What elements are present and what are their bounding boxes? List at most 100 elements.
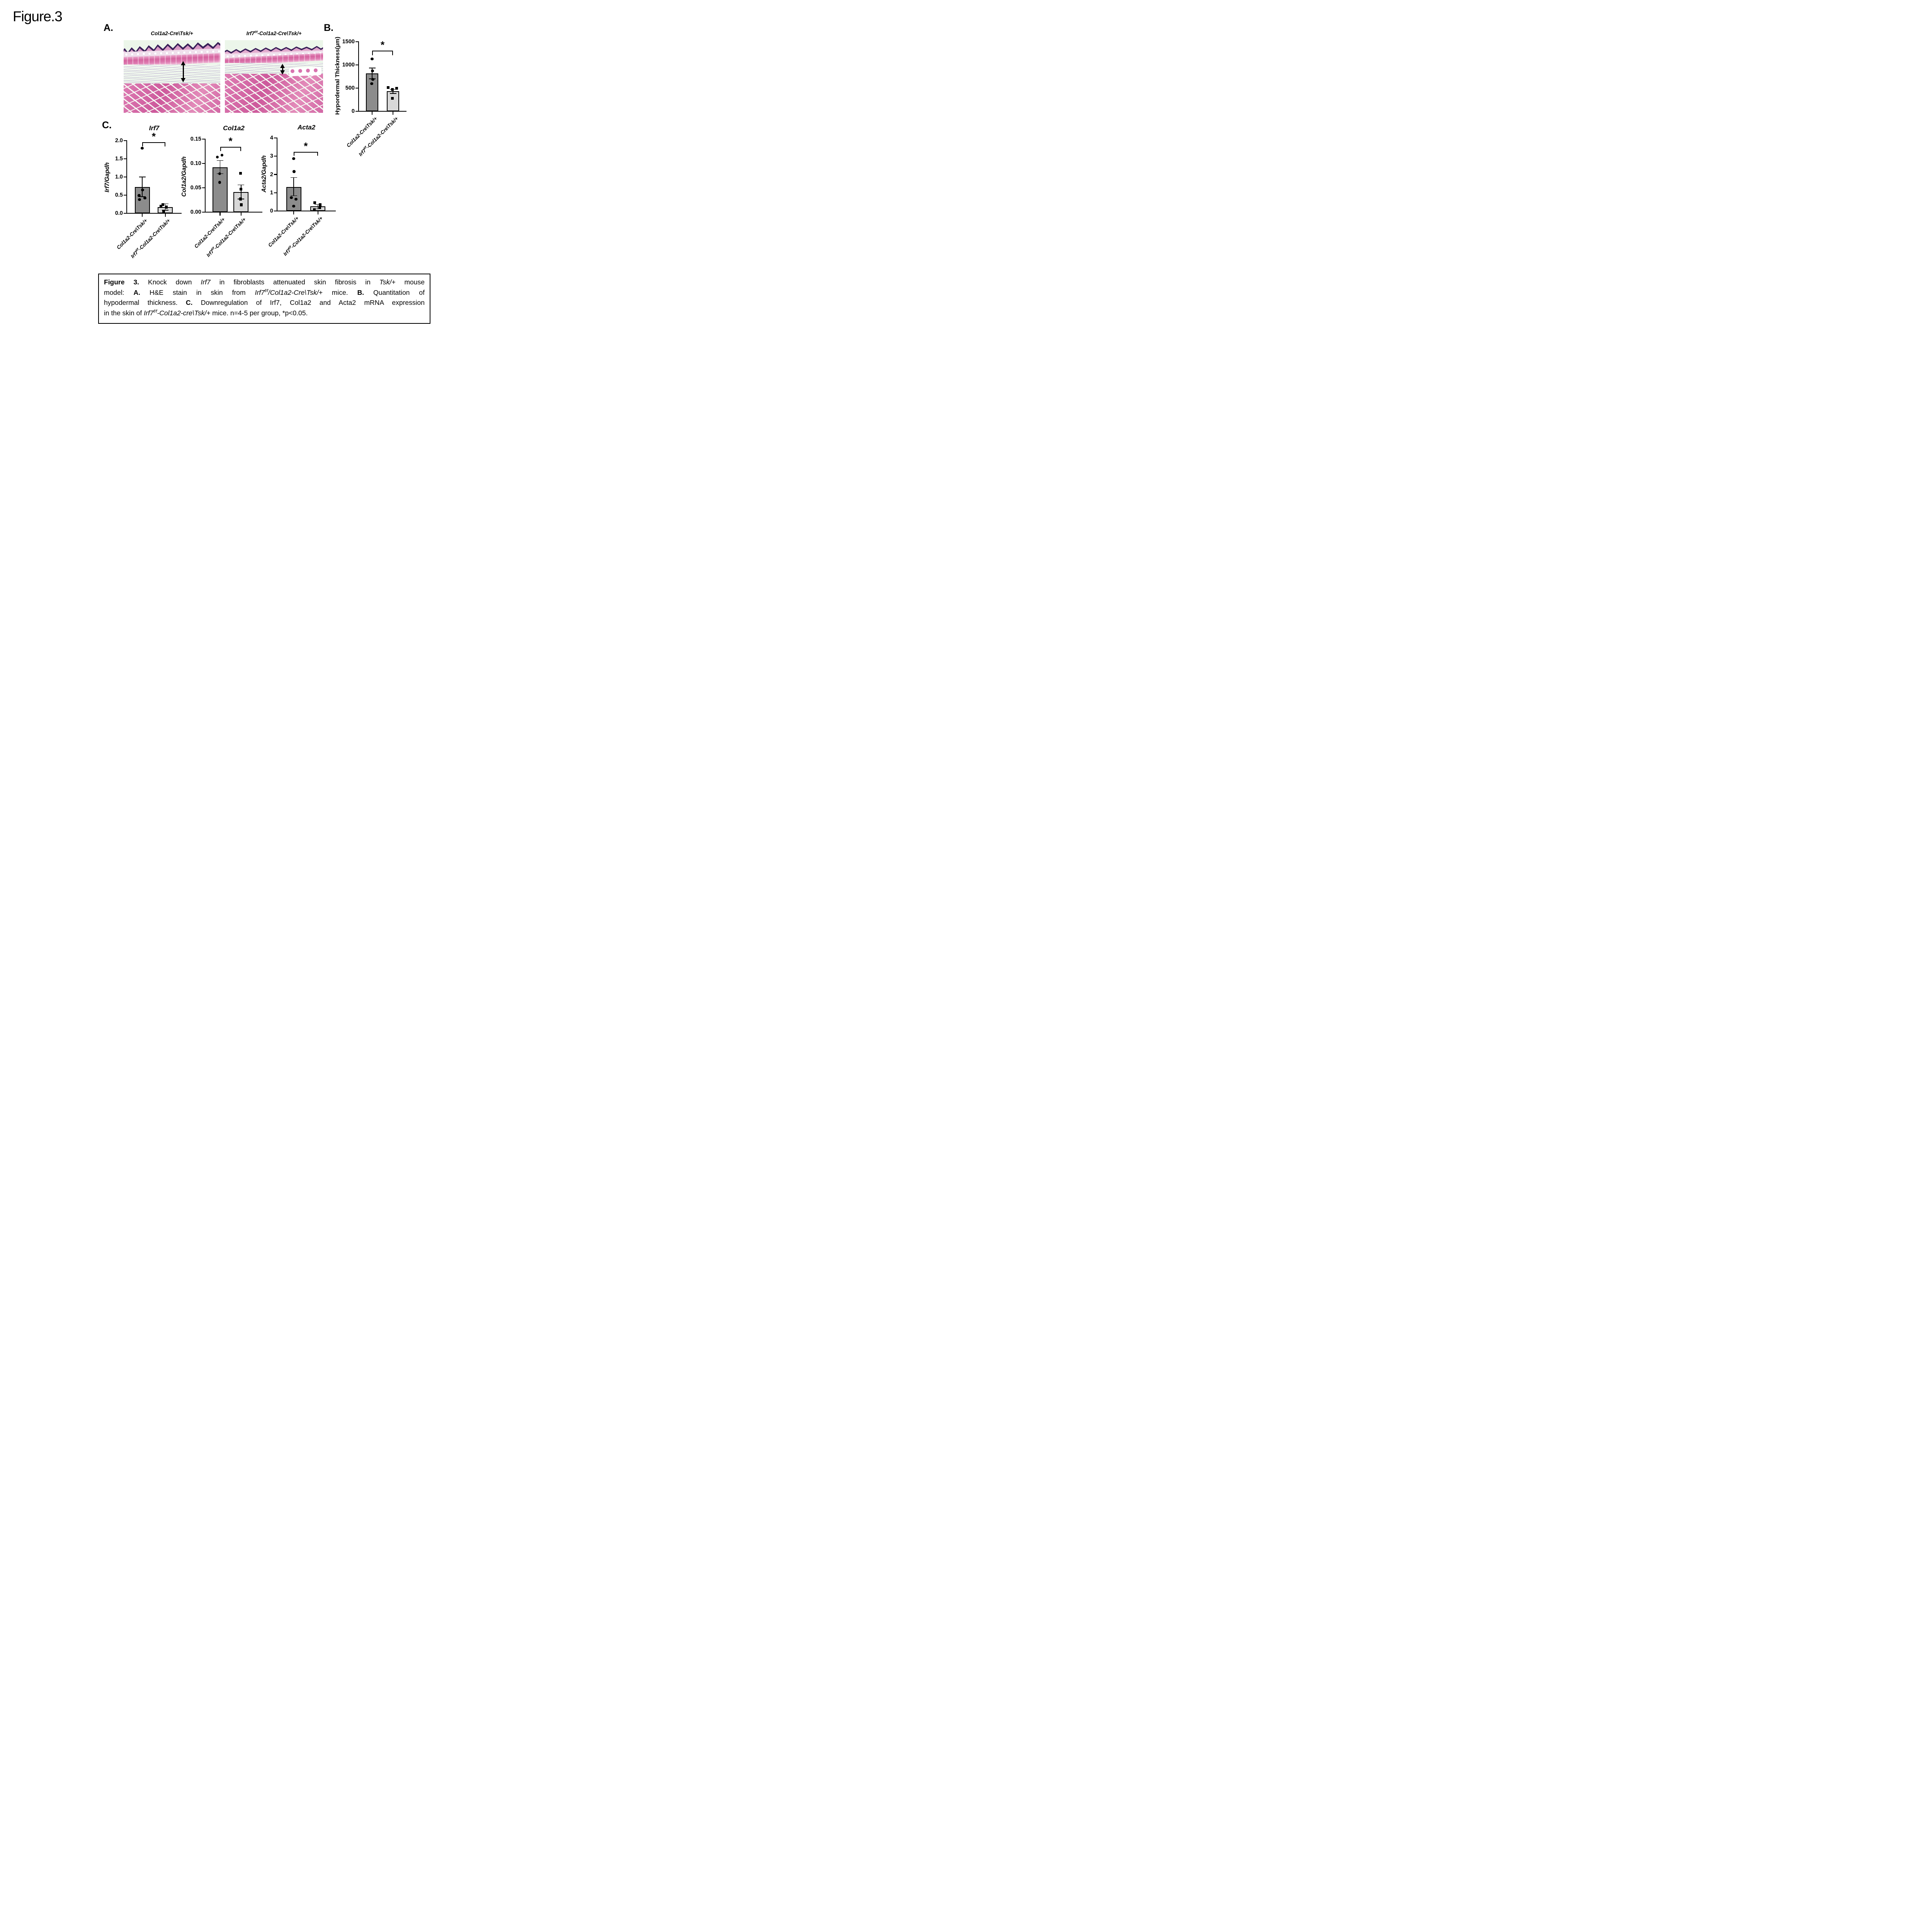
y-tick-label: 1.5: [115, 156, 123, 162]
error-cap-top: [290, 177, 297, 178]
significance-bracket-end: [392, 50, 393, 55]
data-point: [165, 206, 168, 209]
error-cap-bottom: [139, 196, 146, 197]
significance-bracket-end: [220, 146, 221, 151]
data-point: [239, 197, 242, 201]
data-point: [318, 203, 322, 206]
y-tick-label: 1.0: [115, 174, 123, 180]
chart-acta2: 0 1 2 3 4 Col1a2-Cre\Tsk/+ Irf7f/f-Col1a2-Cre\…: [267, 135, 336, 257]
y-tick: [274, 192, 277, 193]
x-tick: [165, 214, 166, 217]
muscle-bundles-patch: [289, 66, 322, 77]
data-point: [395, 87, 398, 90]
data-point: [240, 203, 243, 206]
x-category-label: Irf7f/f-Col1a2-Cre\Tsk/+: [357, 116, 399, 157]
significance-star: *: [304, 140, 308, 152]
data-point: [240, 188, 243, 191]
caption-line: in the skin of Irf7f/f-Col1a2-cre\Tsk/+ …: [104, 309, 308, 317]
error-bar: [293, 177, 294, 196]
panel-b-label: B.: [324, 22, 333, 33]
error-bar: [219, 160, 221, 174]
data-point: [216, 155, 219, 159]
x-category-label: Irf7f/f-Col1a2-Cre\Tsk/+: [282, 215, 324, 257]
chart-acta2-title: Acta2: [297, 124, 316, 131]
chart-col1a2: 0.00 0.05 0.10 0.15 Col1a2-Cre\Tsk/+ Irf7f/f-…: [190, 135, 262, 258]
data-point: [391, 97, 394, 100]
data-point: [294, 198, 298, 201]
y-axis: [358, 41, 359, 112]
histology-label-left: Col1a2-Cre\Tsk/+: [151, 31, 193, 36]
y-tick-label: 4: [270, 135, 273, 141]
chart-irf7-title: Irf7: [149, 124, 160, 132]
bar: [233, 192, 249, 212]
y-tick: [202, 163, 205, 164]
y-tick-label: 0.00: [190, 209, 201, 215]
data-point: [391, 88, 394, 91]
caption-line: model: A. H&E stain in skin from Irf7f/f…: [104, 288, 425, 296]
muscle-layer: [124, 83, 220, 113]
significance-star: *: [151, 130, 156, 142]
data-point: [141, 147, 144, 150]
x-tick: [141, 214, 143, 217]
error-bar: [142, 177, 143, 197]
significance-bracket: [220, 146, 241, 148]
y-tick-label: 500: [345, 85, 355, 91]
hypodermis-layer: [124, 65, 220, 83]
x-tick: [240, 213, 242, 216]
y-tick-label: 1: [270, 189, 273, 196]
significance-bracket: [294, 151, 318, 153]
y-tick-label: 0.05: [190, 185, 201, 191]
data-point: [370, 82, 373, 85]
hypodermis-thickness-arrow-right: [282, 68, 283, 71]
histology-image-left: [124, 40, 220, 113]
figure-title: Figure.3: [13, 9, 63, 24]
chart-col1a2-y-axis-title: Col1a2/Gapdh: [181, 156, 187, 197]
y-tick-label: 0: [351, 108, 355, 114]
muscle-layer: [225, 74, 323, 113]
data-point: [292, 204, 295, 207]
error-bar: [241, 185, 242, 199]
significance-bracket-end: [372, 50, 373, 55]
data-point: [143, 196, 146, 200]
histology-label-right: Irf7f/f-Col1a2-Cre\Tsk/+: [246, 30, 302, 36]
y-tick: [355, 111, 359, 112]
y-tick-label: 2.0: [115, 138, 123, 144]
significance-bracket-end: [317, 151, 318, 156]
y-tick-label: 0.5: [115, 192, 123, 198]
histology-image-right: [225, 40, 323, 113]
x-tick: [219, 213, 221, 216]
y-tick: [274, 174, 277, 175]
x-category-label: Irf7f/f-Col1a2-Cre\Tsk/+: [205, 216, 247, 258]
data-point: [293, 170, 296, 173]
bar: [387, 91, 400, 111]
significance-star: *: [228, 135, 233, 147]
error-cap-top: [217, 160, 223, 161]
data-point: [162, 203, 165, 206]
y-tick-label: 0.15: [190, 136, 201, 142]
data-point: [218, 172, 221, 175]
significance-bracket-end: [142, 142, 143, 147]
data-point: [239, 172, 242, 175]
x-axis: [202, 211, 262, 213]
y-axis: [205, 139, 206, 213]
data-point: [313, 208, 316, 211]
error-cap-top: [315, 204, 321, 205]
y-tick: [124, 194, 127, 196]
data-point: [313, 201, 316, 204]
y-tick-label: 0: [270, 208, 273, 214]
y-tick-label: 1500: [342, 39, 355, 45]
y-tick: [355, 41, 359, 43]
x-category-label: Irf7f/f-Col1a2-Cre\Tsk/+: [129, 218, 172, 259]
significance-star: *: [381, 39, 385, 51]
data-point: [220, 153, 224, 157]
y-tick: [202, 211, 205, 213]
data-point: [386, 86, 389, 89]
y-tick: [124, 158, 127, 160]
y-tick-label: 0.10: [190, 160, 201, 167]
figure-caption: Figure 3. Knock down Irf7 in fibroblasts…: [98, 274, 430, 324]
hypodermis-thickness-arrow-left: [183, 65, 184, 78]
chart-col1a2-title: Col1a2: [223, 124, 245, 132]
chart-hypodermal-thickness: 0 500 1000 1500 Col1a2-Cre\Tsk/+ Irf7f/f-Col1…: [342, 39, 406, 157]
significance-bracket: [142, 142, 165, 143]
caption-line: hypodermal thickness. C. Downregulation …: [104, 299, 425, 306]
